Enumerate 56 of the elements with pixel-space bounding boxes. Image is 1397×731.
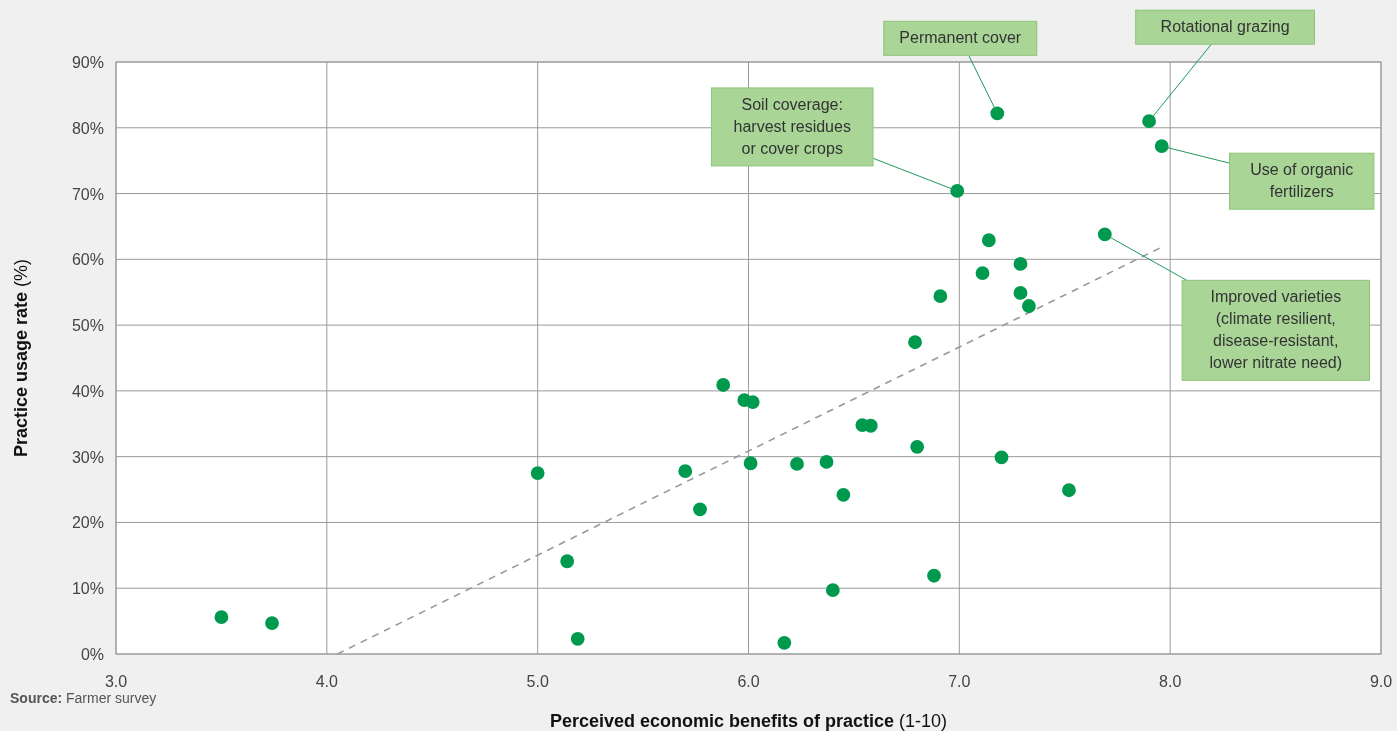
point	[825, 583, 840, 598]
annotation: Soil coverage: harvest residues or cover crops	[733, 95, 851, 157]
point	[560, 554, 575, 569]
point	[975, 266, 990, 281]
point	[908, 335, 922, 350]
annotation: Improved varieties (climate resilient, disease-resistant, lower nitrate need)	[1209, 288, 1343, 372]
point	[1013, 257, 1028, 271]
source-note: Source: Farmer survey	[10, 690, 157, 706]
y-tick-label: 30%	[71, 448, 104, 466]
x-axis-title: Perceived economic benefits of practice (1-10)	[549, 711, 948, 731]
point	[743, 456, 758, 471]
point	[990, 106, 1005, 121]
point	[1154, 139, 1169, 154]
y-axis-title: Practice usage rate (%)	[11, 258, 31, 458]
annotation: Use of organic fertilizers	[1250, 161, 1354, 201]
y-tick-label: 40%	[71, 382, 104, 400]
point	[716, 378, 731, 392]
annotation: Rotational grazing	[1160, 18, 1290, 36]
point	[570, 631, 585, 646]
point	[933, 289, 948, 304]
point	[1097, 227, 1112, 242]
point	[678, 464, 693, 479]
point	[950, 184, 965, 198]
y-tick-label: 60%	[71, 251, 104, 269]
point	[1022, 299, 1036, 313]
y-tick-label: 90%	[71, 54, 104, 71]
point	[745, 395, 760, 409]
y-tick-label: 10%	[71, 580, 104, 598]
x-tick-label: 3.0	[104, 673, 128, 690]
point	[836, 487, 851, 502]
point	[981, 233, 996, 248]
point	[994, 450, 1009, 465]
x-tick-label: 4.0	[315, 673, 339, 690]
point	[777, 635, 792, 650]
point	[1062, 483, 1076, 498]
y-tick-label: 50%	[71, 317, 104, 335]
point	[819, 455, 834, 469]
y-tick-label: 20%	[71, 514, 104, 532]
point	[530, 466, 545, 481]
point	[910, 439, 925, 454]
x-tick-label: 8.0	[1159, 673, 1182, 690]
y-tick-label: 0%	[80, 646, 104, 663]
x-tick-label: 7.0	[948, 673, 971, 690]
point	[214, 610, 229, 625]
x-tick-label: 9.0	[1369, 673, 1393, 690]
point	[927, 568, 941, 583]
point	[790, 457, 804, 471]
point	[1142, 114, 1156, 129]
y-tick-label: 70%	[71, 185, 104, 203]
x-tick-label: 6.0	[737, 673, 760, 690]
y-tick-label: 80%	[71, 119, 104, 137]
point	[693, 502, 707, 517]
x-tick-label: 5.0	[526, 673, 549, 690]
point	[265, 616, 279, 630]
point	[1013, 285, 1028, 300]
annotation: Permanent cover	[899, 29, 1022, 47]
